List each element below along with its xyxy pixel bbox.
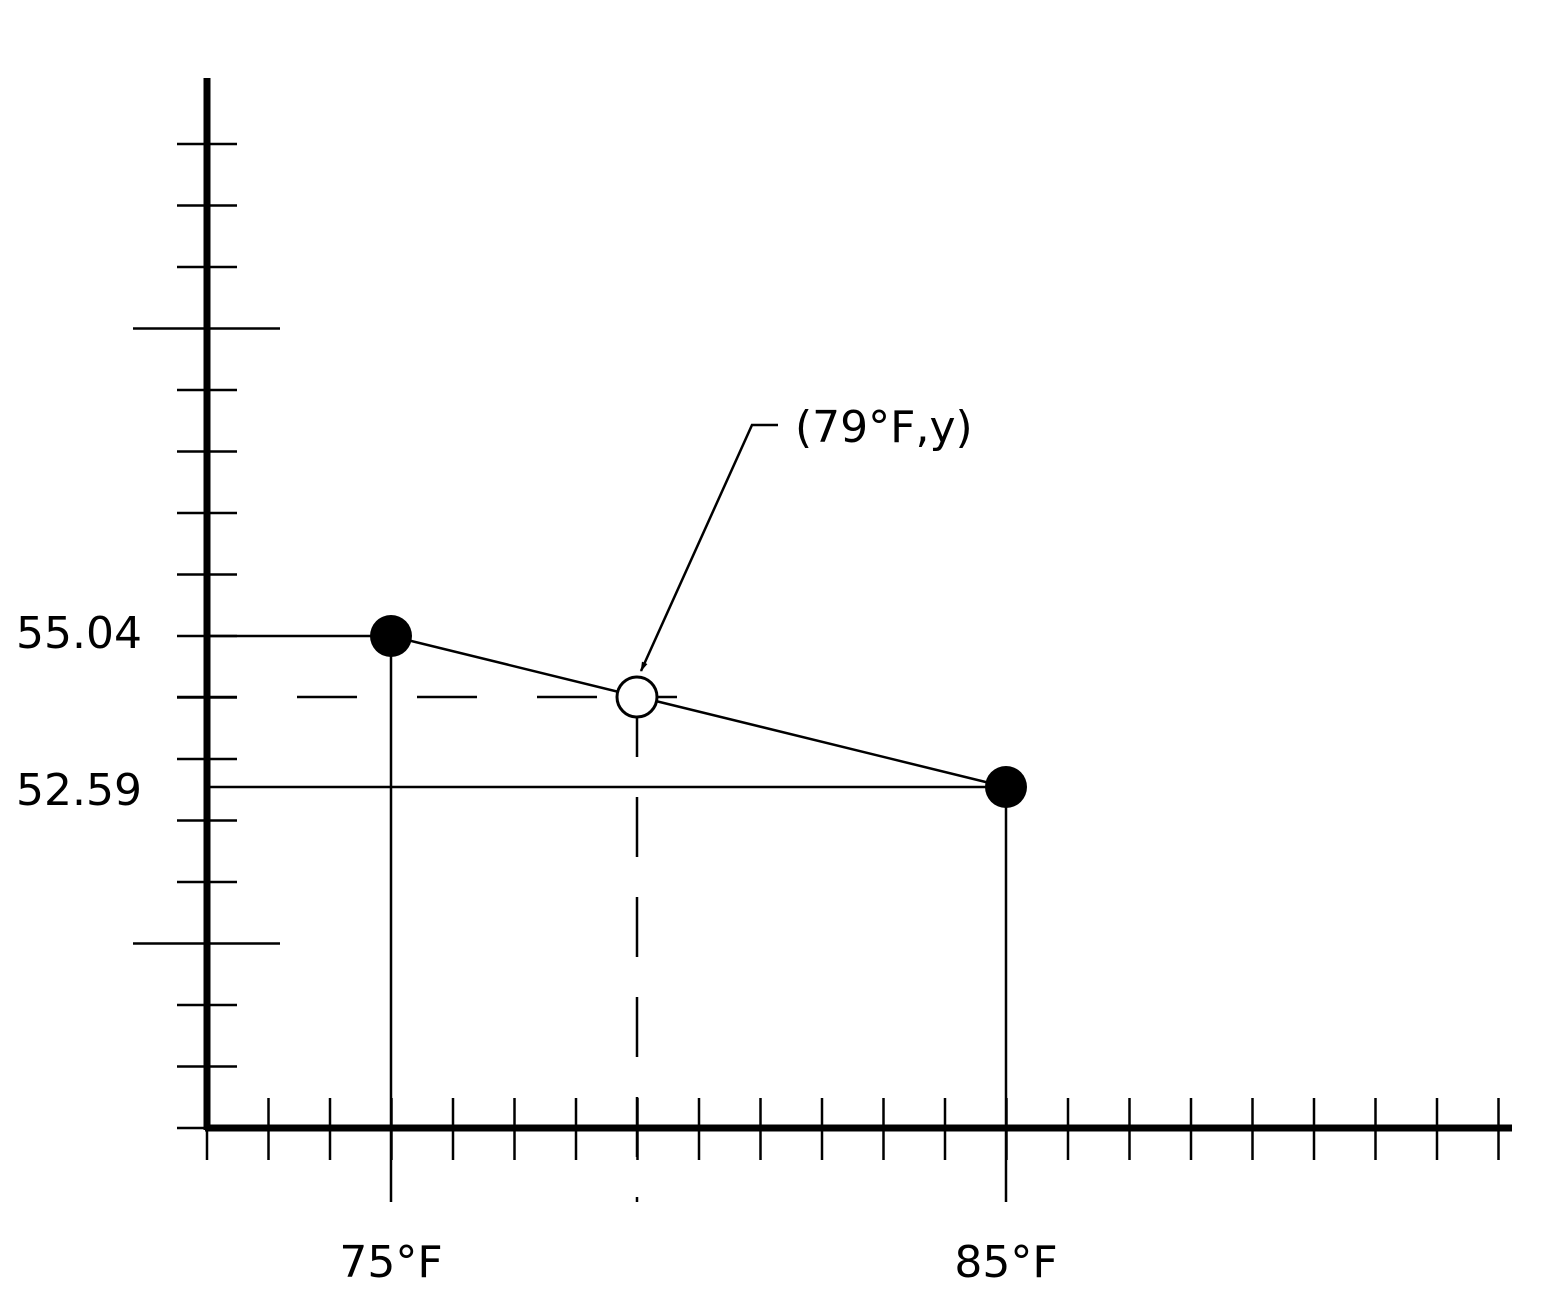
interpolation-line [390,634,1007,789]
known-point [370,615,412,657]
interpolated-point [615,675,659,719]
x-label: 75°F [339,1237,442,1288]
leader-arrow [639,423,778,672]
x-label: 85°F [954,1237,1057,1288]
known-point [985,766,1027,808]
ticks [133,142,1500,1160]
y-label: 55.04 [16,608,142,659]
annotation: (79°F,y) [795,402,973,453]
y-label: 52.59 [16,765,142,816]
